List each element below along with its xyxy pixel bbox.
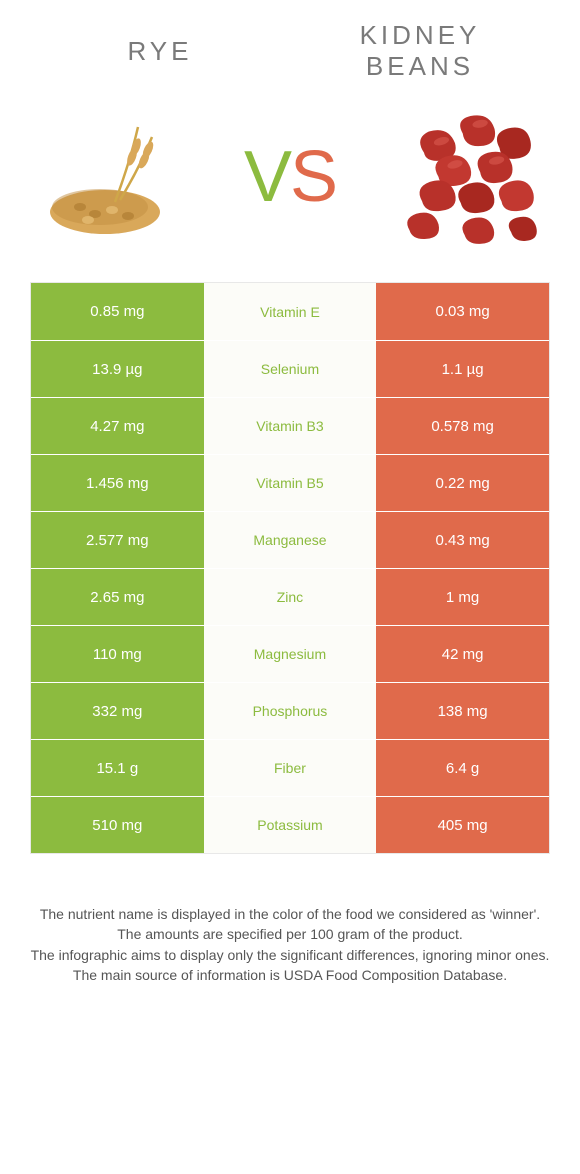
nutrient-name: Vitamin E [204, 283, 377, 340]
value-left: 15.1 g [31, 740, 204, 796]
nutrient-name: Phosphorus [204, 683, 377, 739]
kidney-beans-image [395, 102, 545, 252]
value-left: 4.27 mg [31, 398, 204, 454]
table-row: 1.456 mgVitamin B50.22 mg [31, 454, 549, 511]
value-right: 405 mg [376, 797, 549, 853]
nutrient-name: Manganese [204, 512, 377, 568]
nutrient-name: Magnesium [204, 626, 377, 682]
vs-label: VS [244, 136, 336, 218]
nutrient-name: Vitamin B5 [204, 455, 377, 511]
footer-line-4: The main source of information is USDA F… [30, 965, 550, 985]
vs-v: V [244, 137, 290, 217]
value-right: 6.4 g [376, 740, 549, 796]
value-left: 2.577 mg [31, 512, 204, 568]
nutrient-name: Selenium [204, 341, 377, 397]
footer-line-3: The infographic aims to display only the… [30, 945, 550, 965]
table-row: 332 mgPhosphorus138 mg [31, 682, 549, 739]
value-left: 1.456 mg [31, 455, 204, 511]
value-right: 138 mg [376, 683, 549, 739]
value-right: 0.43 mg [376, 512, 549, 568]
table-row: 15.1 gFiber6.4 g [31, 739, 549, 796]
value-right: 42 mg [376, 626, 549, 682]
value-left: 0.85 mg [31, 283, 204, 340]
table-row: 510 mgPotassium405 mg [31, 796, 549, 853]
nutrient-name: Potassium [204, 797, 377, 853]
nutrient-name: Zinc [204, 569, 377, 625]
food-title-left: RYE [43, 36, 277, 67]
food-title-right: KIDNEY BEANS [303, 20, 537, 82]
value-right: 0.03 mg [376, 283, 549, 340]
value-right: 0.22 mg [376, 455, 549, 511]
value-left: 2.65 mg [31, 569, 204, 625]
value-left: 510 mg [31, 797, 204, 853]
nutrient-name: Vitamin B3 [204, 398, 377, 454]
nutrient-name: Fiber [204, 740, 377, 796]
table-row: 13.9 µgSelenium1.1 µg [31, 340, 549, 397]
header-titles: RYE KIDNEY BEANS [0, 0, 580, 92]
value-left: 13.9 µg [31, 341, 204, 397]
rye-icon [40, 112, 180, 242]
nutrient-table: 0.85 mgVitamin E0.03 mg13.9 µgSelenium1.… [30, 282, 550, 854]
kidney-beans-icon [395, 102, 545, 252]
images-row: VS [0, 92, 580, 282]
value-left: 332 mg [31, 683, 204, 739]
value-left: 110 mg [31, 626, 204, 682]
table-row: 2.577 mgManganese0.43 mg [31, 511, 549, 568]
value-right: 1 mg [376, 569, 549, 625]
footer-line-1: The nutrient name is displayed in the co… [30, 904, 550, 924]
value-right: 1.1 µg [376, 341, 549, 397]
table-row: 0.85 mgVitamin E0.03 mg [31, 283, 549, 340]
vs-s: S [290, 137, 336, 217]
footer-notes: The nutrient name is displayed in the co… [0, 854, 580, 1005]
table-row: 2.65 mgZinc1 mg [31, 568, 549, 625]
table-row: 110 mgMagnesium42 mg [31, 625, 549, 682]
rye-image [35, 102, 185, 252]
footer-line-2: The amounts are specified per 100 gram o… [30, 924, 550, 944]
value-right: 0.578 mg [376, 398, 549, 454]
table-row: 4.27 mgVitamin B30.578 mg [31, 397, 549, 454]
